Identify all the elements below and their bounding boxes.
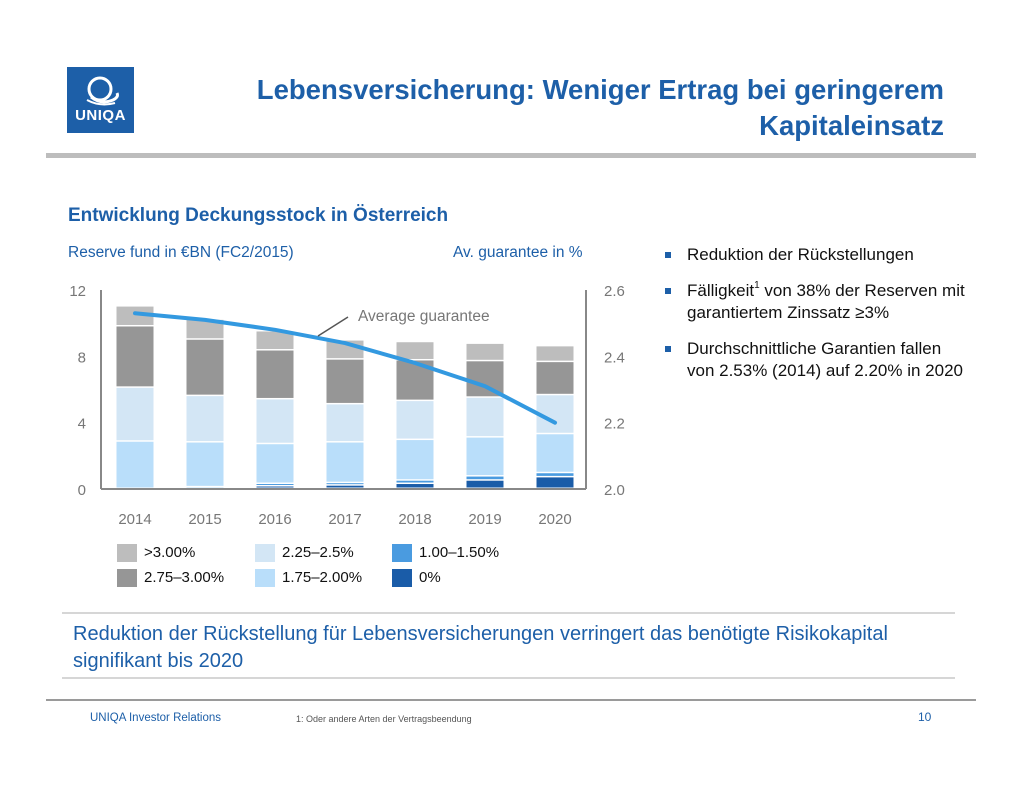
page-number: 10 [918, 710, 932, 724]
legend-label: 2.75–3.00% [144, 569, 225, 586]
bullet-text: Durchschnittliche Garantien fallen von 2… [687, 339, 963, 380]
bar-segment [116, 326, 154, 387]
legend-label: 0% [419, 569, 441, 586]
bullet-square-icon [665, 252, 671, 258]
bar-segment [466, 476, 504, 480]
legend-swatch-100-150 [392, 544, 412, 563]
bar-segment [186, 442, 224, 486]
bullet-text-cont: von 38% der Reserven mit garantiertem Zi… [687, 281, 965, 322]
chart-title: Entwicklung Deckungsstock in Österreich [68, 205, 449, 226]
key-points-list: Reduktion der Rückstellungen Fälligkeit1… [665, 244, 965, 396]
legend-item-225-250: 2.25–2.5% [255, 543, 354, 563]
bar-segment [466, 437, 504, 476]
bar-segment [396, 342, 434, 359]
bar-segment [256, 350, 294, 398]
legend-item-gt300: >3.00% [117, 543, 195, 563]
legend-item-175-200: 1.75–2.00% [255, 568, 362, 588]
x-tick-label: 2017 [328, 511, 361, 528]
bar-segment [396, 401, 434, 439]
bullet-square-icon [665, 288, 671, 294]
legend-label: >3.00% [144, 544, 196, 561]
x-tick-label: 2019 [468, 511, 501, 528]
bullet-item: Durchschnittliche Garantien fallen von 2… [665, 338, 965, 382]
footer-divider [46, 699, 976, 701]
page-title: Lebensversicherung: Weniger Ertrag bei g… [257, 72, 944, 144]
right-tick-label: 2.2 [604, 416, 625, 433]
bullet-item: Fälligkeit1 von 38% der Reserven mit gar… [665, 280, 965, 324]
legend-label: 2.25–2.5% [282, 544, 354, 561]
bar-segment [256, 399, 294, 443]
footnote-marker: 1 [754, 280, 760, 291]
bar-segment [536, 362, 574, 394]
x-tick-label: 2016 [258, 511, 291, 528]
bar-segment [256, 331, 294, 350]
right-axis-title: Av. guarantee in % [453, 244, 583, 261]
page-title-line1: Lebensversicherung: Weniger Ertrag bei g… [256, 74, 944, 105]
bar-segment [536, 434, 574, 472]
bar-segment [256, 484, 294, 486]
left-axis-title: Reserve fund in €BN (FC2/2015) [68, 244, 294, 261]
legend-swatch-175-200 [255, 569, 275, 588]
legend-label: 1.00–1.50% [419, 544, 500, 561]
footer-company: UNIQA Investor Relations [90, 712, 222, 724]
x-tick-label: 2018 [398, 511, 431, 528]
bar-segment [326, 442, 364, 482]
right-tick-label: 2.0 [604, 482, 625, 499]
legend-item-100-150: 1.00–1.50% [392, 543, 499, 563]
bar-segment [536, 473, 574, 476]
bar-segment [396, 480, 434, 483]
bar-segment [116, 441, 154, 488]
legend-swatch-0 [392, 569, 412, 588]
x-tick-label: 2014 [118, 511, 151, 528]
page-title-line2: Kapitaleinsatz [759, 110, 944, 141]
bar-segment [186, 339, 224, 395]
legend-item-275-300: 2.75–3.00% [117, 568, 224, 588]
bar-segment [256, 486, 294, 488]
bullet-text: Reduktion der Rückstellungen [687, 245, 914, 264]
bar-segment [536, 346, 574, 361]
bar-segment [536, 477, 574, 488]
bullet-square-icon [665, 346, 671, 352]
left-tick-label: 12 [69, 283, 86, 300]
bar-segment [186, 396, 224, 442]
legend-label: 1.75–2.00% [282, 569, 363, 586]
bar-segment [116, 306, 154, 325]
uniqa-logo: UNIQA [67, 67, 134, 133]
x-tick-label: 2015 [188, 511, 221, 528]
bar-segment [256, 444, 294, 483]
stacked-bar-chart: 0 4 8 12 2.0 2.2 2.4 2.6 2014 2015 2016 2017 2018 201… [69, 283, 625, 528]
bar-segment [326, 485, 364, 488]
annotation-leader-line [317, 316, 349, 337]
right-tick-label: 2.6 [604, 283, 625, 300]
conclusion-top-divider [62, 612, 955, 614]
legend-swatch-gt300 [117, 544, 137, 563]
bar-segment [116, 387, 154, 441]
bullet-item: Reduktion der Rückstellungen [665, 244, 965, 266]
legend-item-0: 0% [392, 568, 441, 588]
bar-segment [326, 483, 364, 485]
bar-segment [396, 484, 434, 488]
legend-swatch-275-300 [117, 569, 137, 588]
left-tick-label: 8 [78, 349, 86, 366]
bar-segment [466, 480, 504, 488]
footnote: 1: Oder andere Arten der Vertragsbeendun… [296, 714, 472, 724]
logo-swirl-icon [86, 76, 119, 106]
bullet-text: Fälligkeit [687, 281, 755, 300]
annotation-label: Average guarantee [358, 308, 490, 325]
bar-segment [466, 343, 504, 360]
logo-text: UNIQA [75, 107, 126, 124]
bar-segment [326, 359, 364, 403]
bar-segment [326, 404, 364, 442]
conclusion-bottom-divider [62, 677, 955, 679]
bar-segment [186, 319, 224, 339]
left-tick-label: 4 [78, 416, 86, 433]
conclusion-text: Reduktion der Rückstellung für Lebensver… [73, 623, 888, 672]
title-divider [46, 153, 976, 158]
legend-swatch-225-250 [255, 544, 275, 563]
bar-segment [396, 440, 434, 480]
x-tick-label: 2020 [538, 511, 571, 528]
right-tick-label: 2.4 [604, 349, 625, 366]
bar-segment [466, 397, 504, 437]
left-tick-label: 0 [78, 482, 86, 499]
